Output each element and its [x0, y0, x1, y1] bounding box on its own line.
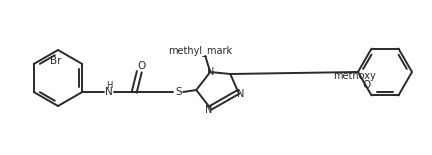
Text: N: N [206, 67, 214, 77]
Text: N: N [205, 105, 212, 115]
Text: Br: Br [50, 56, 62, 66]
Text: O: O [137, 61, 146, 71]
Text: O: O [362, 80, 371, 90]
Text: S: S [175, 87, 181, 97]
Text: N: N [237, 89, 244, 99]
Text: H: H [106, 80, 112, 89]
Text: methoxy: methoxy [333, 71, 376, 81]
Text: methyl_mark: methyl_mark [168, 46, 232, 56]
Text: N: N [105, 87, 113, 97]
